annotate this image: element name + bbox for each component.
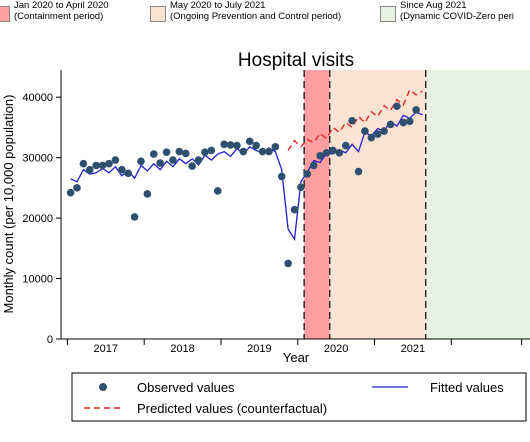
phase-label-line2: (Ongoing Prevention and Control period) [170,11,342,22]
y-ticks: 0 10000 20000 30000 40000 [22,92,61,346]
observed-point [239,147,248,156]
observed-point [79,159,88,168]
observed-point [309,161,318,170]
observed-point [156,159,164,167]
observed-point [220,140,228,149]
observed-point [367,133,376,142]
observed-point [386,120,395,129]
period-shade [304,70,330,339]
phase-label-line1: May 2020 to July 2021 [170,0,266,11]
x-tick-label: 2021 [401,343,425,355]
phase-label-line2: (Containment period) [14,11,104,22]
observed-point [117,165,126,174]
observed-point [341,141,350,150]
x-tick-label: 2020 [324,343,348,355]
period-shade [329,70,426,339]
phase-swatch-ongoing [150,6,166,22]
observed-point [405,117,414,126]
observed-point [92,161,100,170]
observed-point [169,156,177,164]
legend-observed-marker [99,383,107,391]
y-tick-label: 0 [47,334,53,346]
chart-title: Hospital visits [238,50,354,71]
x-tick-label: 2017 [94,343,118,355]
observed-point [380,127,388,135]
observed-point [245,137,254,146]
period-dividers [303,70,427,339]
observed-point [181,149,190,158]
legend-observed-label: Observed values [137,380,235,395]
y-tick-label: 30000 [22,153,53,165]
observed-point [348,116,356,125]
y-tick-label: 10000 [22,274,53,286]
observed-point [335,149,344,157]
observed-point [284,259,292,268]
observed-point [162,148,171,156]
observed-point [98,161,107,170]
x-tick-label: 2018 [170,343,194,355]
y-axis-label: Monthly count (per 10,000 population) [1,95,16,314]
observed-point [354,167,363,176]
observed-point [130,213,139,221]
observed-point [73,184,81,192]
observed-series-points [66,102,420,268]
legend-fitted-label: Fitted values [430,380,504,395]
observed-point [303,170,312,178]
phase-swatch-containment [0,6,10,22]
observed-point [201,148,209,156]
observed-point [207,146,216,155]
y-tick-label: 40000 [22,92,53,104]
phase-swatch-dynamic-zero [380,6,396,22]
observed-point [105,159,113,168]
observed-point [277,172,286,181]
observed-point [271,142,280,151]
phase-label-dynamic-zero: Since Aug 2021 (Dynamic COVID-Zero peri [400,0,514,22]
observed-point [85,165,94,174]
phase-label-line2: (Dynamic COVID-Zero peri [400,11,515,22]
observed-point [175,147,184,156]
legend-box [71,372,527,422]
observed-point [213,187,222,195]
period-shade [425,70,530,339]
y-tick-label: 20000 [22,213,53,225]
observed-point [124,169,132,178]
phase-label-ongoing: May 2020 to July 2021 (Ongoing Preventio… [170,0,341,22]
observed-point [316,152,324,160]
observed-point [290,205,299,214]
chart-legend: Observed values Fitted values Predicted … [71,372,527,422]
legend-predicted-label: Predicted values (counterfactual) [137,401,327,416]
observed-point [226,141,235,149]
observed-point [412,106,420,114]
observed-point [149,150,158,158]
x-ticks: 2017 2018 2019 2020 2021 [66,339,523,355]
phase-label-containment: Jan 2020 to April 2020 (Containment peri… [14,0,109,22]
phase-label-line1: Since Aug 2021 [400,0,467,11]
observed-point [265,147,273,156]
observed-point [373,130,382,138]
observed-point [111,156,120,164]
observed-point [66,188,75,197]
observed-point [393,102,401,111]
observed-point [252,141,260,150]
observed-point [143,190,152,198]
phase-label-line1: Jan 2020 to April 2020 [14,0,109,11]
phase-legend: Jan 2020 to April 2020 (Containment peri… [0,0,530,30]
observed-point [361,127,369,135]
x-axis-label: Year [283,350,310,365]
observed-point [233,141,241,150]
observed-point [297,183,305,192]
observed-point [188,162,196,170]
observed-point [322,149,331,157]
observed-point [194,156,203,164]
x-tick-label: 2019 [247,343,271,355]
observed-point [137,157,145,166]
observed-point [399,118,408,127]
period-shading [304,70,530,339]
observed-point [329,146,337,155]
observed-point [258,147,267,156]
